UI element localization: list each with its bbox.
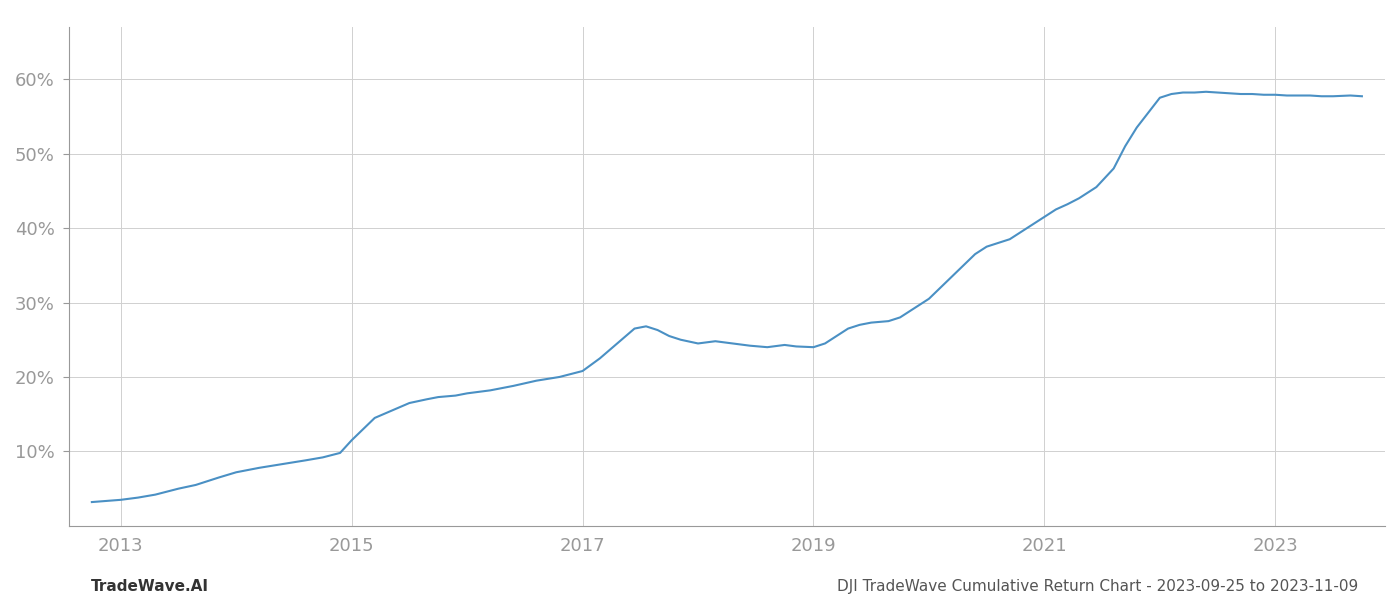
Text: TradeWave.AI: TradeWave.AI (91, 579, 209, 594)
Text: DJI TradeWave Cumulative Return Chart - 2023-09-25 to 2023-11-09: DJI TradeWave Cumulative Return Chart - … (837, 579, 1358, 594)
